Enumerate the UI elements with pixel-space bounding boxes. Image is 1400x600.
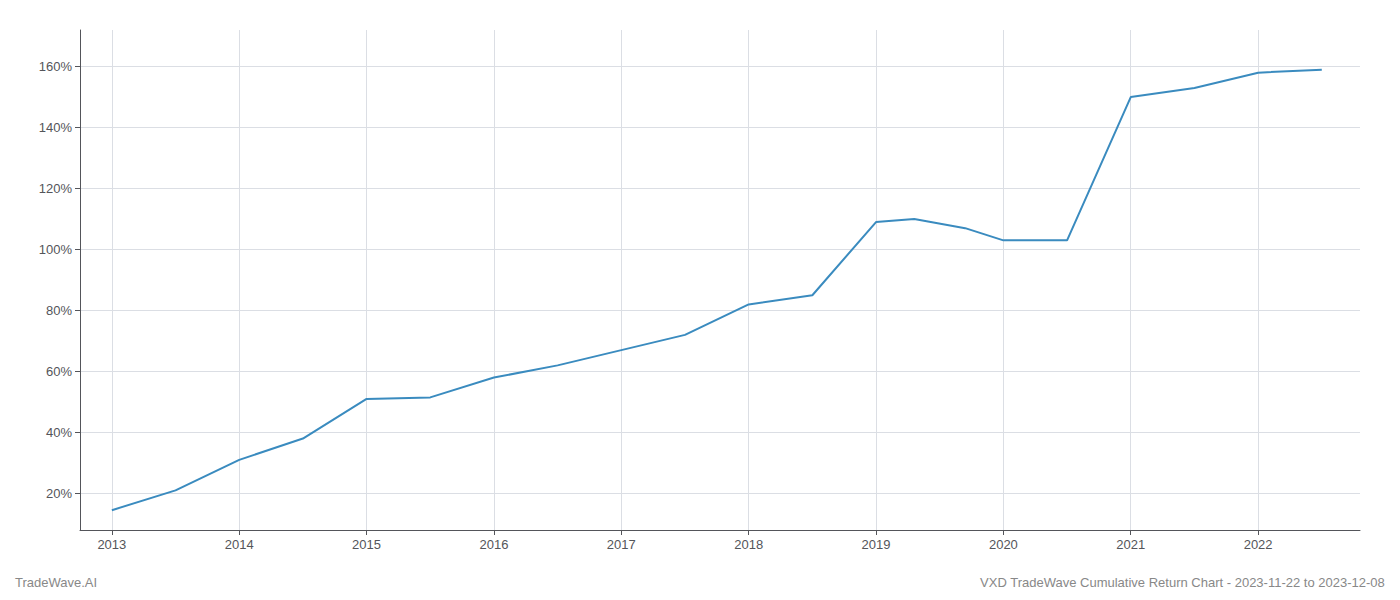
svg-text:100%: 100%: [39, 242, 73, 257]
svg-text:2021: 2021: [1116, 537, 1145, 552]
svg-text:2020: 2020: [989, 537, 1018, 552]
svg-text:2016: 2016: [479, 537, 508, 552]
svg-text:2018: 2018: [734, 537, 763, 552]
svg-text:80%: 80%: [46, 303, 72, 318]
svg-text:2022: 2022: [1244, 537, 1273, 552]
svg-text:2014: 2014: [225, 537, 254, 552]
svg-text:20%: 20%: [46, 486, 72, 501]
svg-text:2019: 2019: [862, 537, 891, 552]
svg-text:VXD TradeWave Cumulative Retur: VXD TradeWave Cumulative Return Chart - …: [980, 575, 1385, 590]
svg-text:120%: 120%: [39, 181, 73, 196]
svg-text:160%: 160%: [39, 59, 73, 74]
svg-text:140%: 140%: [39, 120, 73, 135]
svg-text:2017: 2017: [607, 537, 636, 552]
svg-text:2015: 2015: [352, 537, 381, 552]
svg-text:40%: 40%: [46, 425, 72, 440]
svg-text:2013: 2013: [97, 537, 126, 552]
svg-text:TradeWave.AI: TradeWave.AI: [15, 575, 97, 590]
svg-text:60%: 60%: [46, 364, 72, 379]
